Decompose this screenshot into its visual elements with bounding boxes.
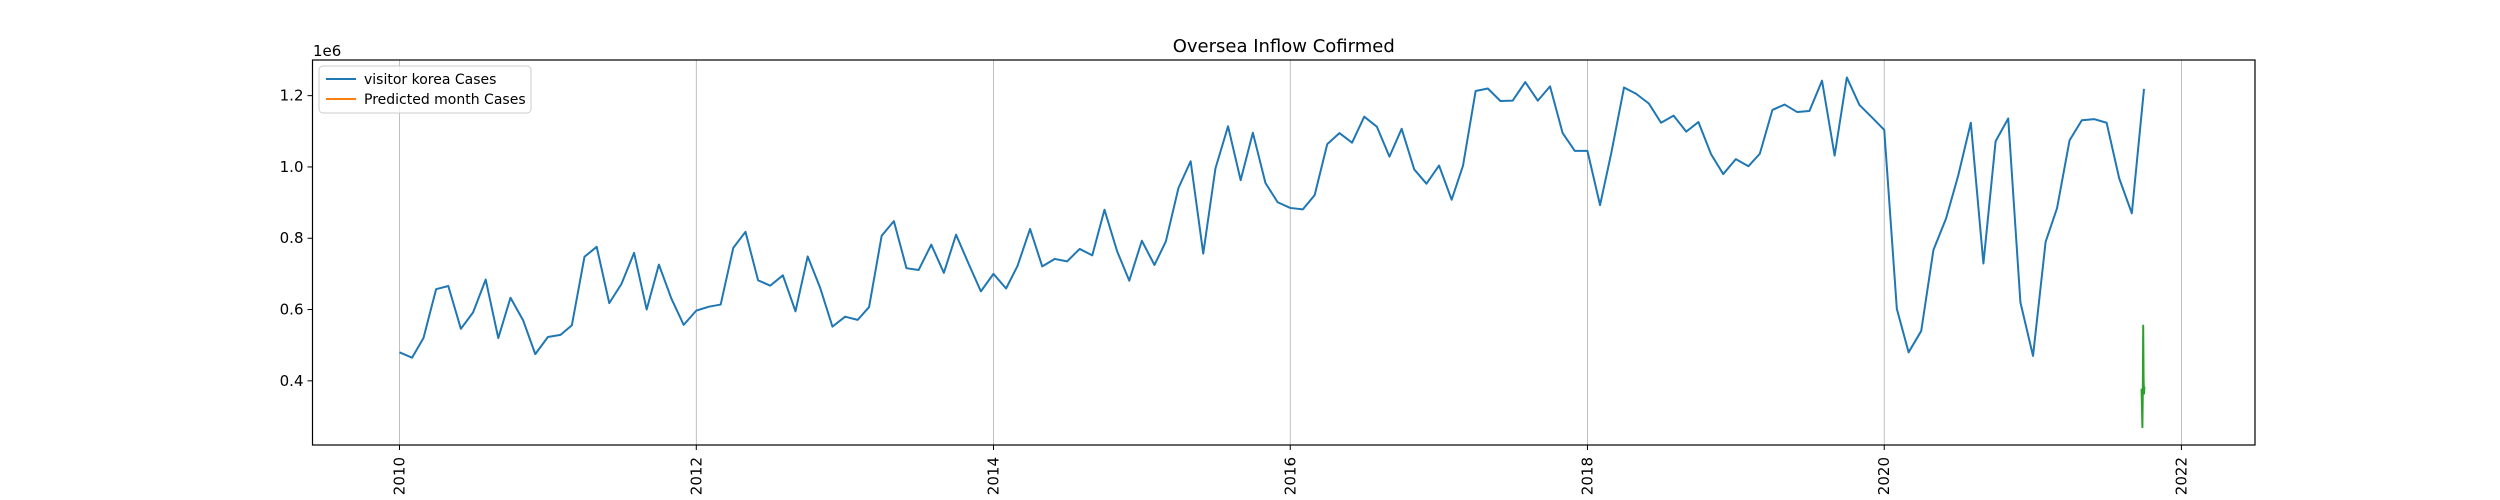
- x-tick-label: 2022: [2172, 457, 2190, 495]
- x-tick-label: 2014: [984, 457, 1002, 495]
- chart-title: Oversea Inflow Cofirmed: [1173, 36, 1395, 57]
- y-tick-label: 0.4: [280, 372, 304, 390]
- series-line-2: [2140, 324, 2146, 429]
- plot-frame: [311, 59, 2256, 446]
- x-tick-label: 2020: [1875, 457, 1893, 495]
- y-tick-label: 0.6: [280, 301, 304, 319]
- y-tick-label: 0.8: [280, 229, 304, 247]
- series-lines: [399, 76, 2146, 429]
- x-tick-label: 2010: [391, 457, 409, 495]
- series-line-0: [399, 76, 2146, 359]
- legend: visitor korea Cases Predicted month Case…: [318, 65, 532, 114]
- x-tick-label: 2018: [1578, 457, 1596, 495]
- y-tick-label: 1.0: [280, 158, 304, 176]
- x-tick-label: 2012: [687, 457, 705, 495]
- x-axis: 2010 2012 2014 2016 2018 2020 2022: [391, 445, 2190, 495]
- legend-label-visitor: visitor korea Cases: [364, 72, 496, 88]
- x-tick-label: 2016: [1281, 457, 1299, 495]
- y-tick-label: 1.2: [280, 87, 304, 105]
- legend-box: [318, 65, 532, 114]
- legend-label-predicted: Predicted month Cases: [364, 92, 526, 108]
- y-offset-label: 1e6: [313, 42, 341, 60]
- y-axis: 0.4 0.6 0.8 1.0 1.2: [280, 87, 313, 390]
- grid-lines: [399, 60, 2182, 445]
